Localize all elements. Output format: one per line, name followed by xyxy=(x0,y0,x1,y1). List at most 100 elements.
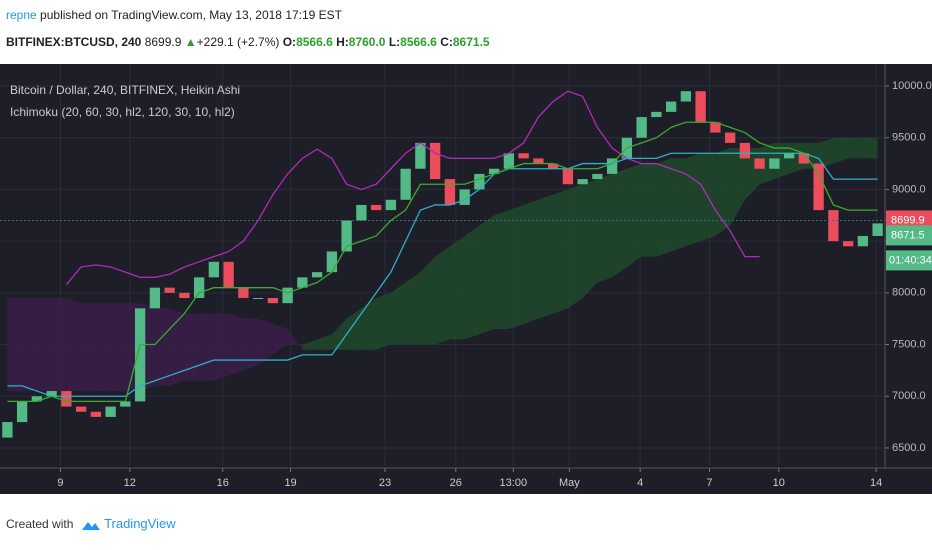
countdown-label: 01:40:34 xyxy=(889,254,932,266)
chart-subtitle: Ichimoku (20, 60, 30, hl2, 120, 30, 10, … xyxy=(10,105,235,119)
cloud-segment xyxy=(862,137,878,159)
c-label: C: xyxy=(440,35,453,49)
y-tick-label: 9500.0 xyxy=(892,132,926,144)
candle xyxy=(134,308,146,402)
x-tick-label: 19 xyxy=(284,477,296,489)
candle xyxy=(370,204,382,211)
candle xyxy=(75,406,87,412)
cloud-segment xyxy=(243,318,259,371)
candle xyxy=(665,101,677,112)
cloud-segment xyxy=(449,235,465,340)
candle xyxy=(297,277,308,288)
cloud-segment xyxy=(302,339,318,350)
cloud-segment xyxy=(287,329,303,350)
cloud-segment xyxy=(184,313,200,381)
cloud-segment xyxy=(435,246,450,345)
close: 8671.5 xyxy=(452,35,490,49)
cloud-segment xyxy=(641,163,657,257)
o-label: O: xyxy=(282,35,297,49)
candle xyxy=(356,204,367,221)
published: published on TradingView.com, May 13, 20… xyxy=(40,8,343,22)
candle xyxy=(857,235,869,247)
cloud-segment xyxy=(818,137,834,169)
x-tick-label: 7 xyxy=(706,477,712,489)
price-label: 8699.9 xyxy=(891,214,925,226)
candle xyxy=(90,411,102,417)
close-badge xyxy=(886,225,932,246)
candle xyxy=(651,111,662,118)
low: 8566.6 xyxy=(400,35,437,49)
cloud-segment xyxy=(656,158,672,257)
y-tick-label: 7500.0 xyxy=(892,338,926,350)
cloud-segment xyxy=(272,323,288,355)
indicator-line xyxy=(7,121,878,403)
candle xyxy=(444,179,456,205)
cloud-segment xyxy=(420,256,436,345)
cloud-segment xyxy=(51,298,67,392)
cloud-segment xyxy=(228,313,244,376)
y-tick-label: 6500.0 xyxy=(892,442,926,454)
x-tick-label: 9 xyxy=(57,477,63,489)
cloud-segment xyxy=(848,137,863,159)
cloud-segment xyxy=(7,298,23,392)
candle xyxy=(311,272,323,278)
candle xyxy=(326,251,338,273)
candle xyxy=(474,173,485,190)
candle xyxy=(503,153,515,169)
x-tick-label: 14 xyxy=(870,477,882,489)
symbol: BITFINEX:BTCUSD, 240 xyxy=(6,35,142,49)
cloud-segment xyxy=(36,298,52,392)
cloud-segment xyxy=(464,225,480,340)
candle xyxy=(783,153,795,159)
cloud-segment xyxy=(612,168,627,278)
h-label: H: xyxy=(336,35,349,49)
cloud-segment xyxy=(715,148,731,236)
candle xyxy=(488,168,500,174)
quote-line: BITFINEX:BTCUSD, 240 8699.9 ▲+229.1 (+2.… xyxy=(6,35,490,49)
footer: Created with TradingView xyxy=(6,516,176,532)
x-tick-label: May xyxy=(559,477,580,489)
cloud-segment xyxy=(671,158,686,252)
candle xyxy=(828,210,839,242)
candle xyxy=(105,406,116,417)
candle xyxy=(518,153,529,159)
cloud-segment xyxy=(169,308,185,386)
cloud-segment xyxy=(376,292,391,350)
candle xyxy=(842,241,854,247)
x-tick-label: 23 xyxy=(379,477,391,489)
candle xyxy=(400,168,411,200)
candle xyxy=(577,179,588,185)
cloud-segment xyxy=(730,148,745,226)
cloud-segment xyxy=(833,137,849,164)
author[interactable]: repne xyxy=(6,8,37,22)
cloud-segment xyxy=(774,142,790,180)
y-tick-label: 7000.0 xyxy=(892,390,926,402)
x-tick-label: 10 xyxy=(773,477,785,489)
candle xyxy=(385,199,397,211)
candle xyxy=(46,391,57,397)
cloud-segment xyxy=(258,318,273,366)
plot xyxy=(0,64,885,468)
cloud-segment xyxy=(95,303,111,392)
cloud-segment xyxy=(81,303,96,392)
cloud-segment xyxy=(66,298,82,392)
cloud-segment xyxy=(597,173,613,283)
candle xyxy=(724,132,736,143)
arrow: ▲ xyxy=(184,35,197,49)
l-label: L: xyxy=(388,35,401,49)
candle xyxy=(739,142,751,159)
candle xyxy=(813,163,824,211)
cloud-segment xyxy=(789,142,804,174)
cloud-segment xyxy=(582,179,598,299)
candle xyxy=(680,91,692,102)
cloud-segment xyxy=(685,153,701,247)
candle xyxy=(592,173,603,180)
cloud-segment xyxy=(154,308,170,386)
cloud-segment xyxy=(553,189,568,314)
cloud-segment xyxy=(361,298,377,350)
created: Created with xyxy=(6,517,74,531)
indicator-line xyxy=(65,90,760,285)
x-tick-label: 4 xyxy=(637,477,643,489)
brand[interactable]: TradingView xyxy=(104,516,176,531)
cloud-segment xyxy=(390,282,406,345)
